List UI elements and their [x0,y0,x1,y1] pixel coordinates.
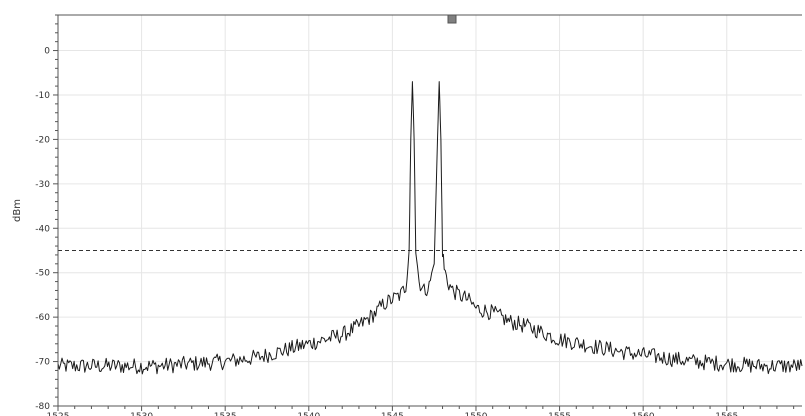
x-tick-label: 1545 [381,412,404,416]
x-tick-label: 1555 [548,412,571,416]
series-group [57,81,803,375]
y-tick-label: -60 [35,313,50,323]
axes [53,14,802,411]
y-tick-label: -30 [35,180,50,190]
y-tick-label: -50 [35,269,50,279]
x-tick-label: 1535 [214,412,237,416]
y-tick-label: -10 [35,91,50,101]
y-tick-label: -40 [35,224,50,234]
x-tick-label: 1540 [297,412,320,416]
plot-area [58,15,802,406]
x-tick-label: 1525 [47,412,70,416]
y-tick-label: -20 [35,135,50,145]
x-tick-label: 1560 [632,412,655,416]
y-tick-label: -80 [35,402,50,412]
x-tick-label: 1565 [715,412,738,416]
x-axis-ticks: 1525 1530 1535 1540 1545 1550 1555 1560 1565 [47,412,739,416]
y-tick-label: -70 [35,358,50,368]
y-axis-title: dBm [12,199,23,222]
y-tick-label: 0 [44,47,50,57]
x-tick-label: 1530 [130,412,153,416]
marker-handle[interactable] [447,14,457,24]
spectrum-trace [57,81,803,375]
x-tick-label: 1550 [465,412,488,416]
y-axis-ticks: 0 -10 -20 -30 -40 -50 -60 -70 -80 [35,47,50,412]
